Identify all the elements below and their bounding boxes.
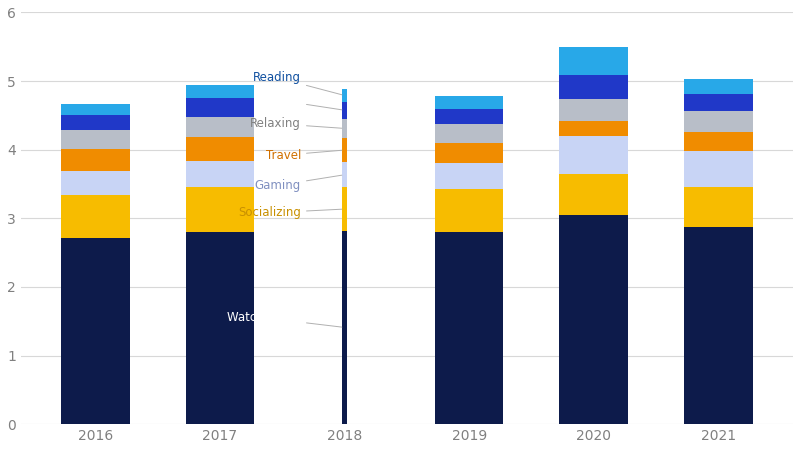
Bar: [435, 96, 503, 108]
Bar: [435, 189, 503, 232]
Bar: [684, 94, 753, 111]
Bar: [186, 162, 254, 188]
Bar: [61, 130, 130, 149]
Text: Watching TV: Watching TV: [227, 311, 342, 327]
Bar: [559, 47, 628, 75]
Bar: [186, 117, 254, 137]
Bar: [186, 85, 254, 98]
Bar: [186, 137, 254, 162]
Text: Reading: Reading: [253, 71, 342, 95]
Bar: [342, 188, 347, 231]
Bar: [342, 138, 347, 162]
Bar: [342, 119, 347, 138]
Bar: [559, 75, 628, 99]
Bar: [559, 174, 628, 215]
Bar: [61, 238, 130, 424]
Bar: [61, 115, 130, 130]
Bar: [61, 149, 130, 171]
Bar: [435, 143, 503, 163]
Bar: [684, 151, 753, 187]
Bar: [342, 231, 347, 424]
Bar: [684, 132, 753, 151]
Bar: [342, 102, 347, 119]
Bar: [684, 187, 753, 226]
Bar: [559, 136, 628, 174]
Bar: [684, 111, 753, 132]
Bar: [559, 215, 628, 424]
Bar: [684, 226, 753, 424]
Text: Socializing: Socializing: [238, 207, 342, 219]
Bar: [435, 124, 503, 143]
Bar: [435, 232, 503, 424]
Bar: [559, 121, 628, 136]
Text: Gaming: Gaming: [254, 175, 342, 192]
Bar: [435, 108, 503, 124]
Bar: [342, 162, 347, 188]
Bar: [342, 89, 347, 102]
Bar: [61, 171, 130, 195]
Bar: [684, 79, 753, 94]
Bar: [559, 99, 628, 121]
Bar: [186, 98, 254, 117]
Text: Relaxing: Relaxing: [250, 117, 342, 130]
Bar: [61, 104, 130, 115]
Text: Travel: Travel: [266, 148, 342, 162]
Bar: [61, 195, 130, 238]
Text: Sports: Sports: [258, 94, 342, 110]
Bar: [186, 232, 254, 424]
Bar: [435, 163, 503, 189]
Bar: [186, 188, 254, 232]
